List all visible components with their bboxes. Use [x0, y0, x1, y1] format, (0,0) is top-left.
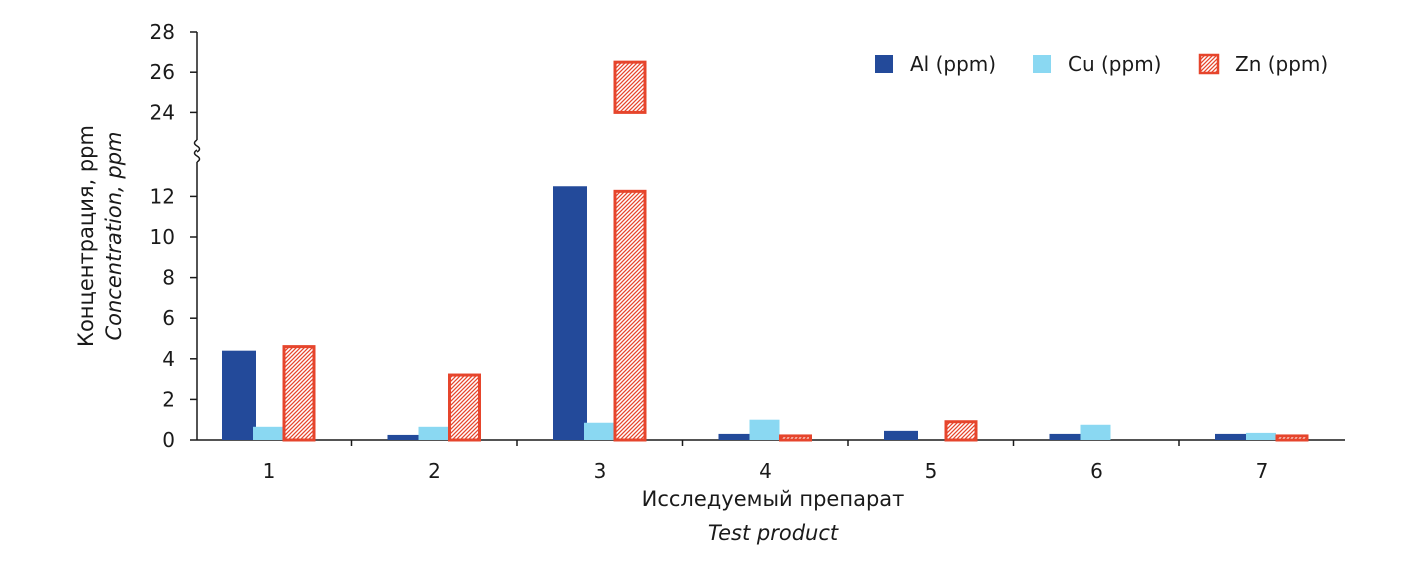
legend-swatch	[1198, 53, 1220, 75]
bar-al	[553, 186, 587, 440]
y-tick-label: 8	[162, 266, 175, 290]
bar-zn	[448, 373, 481, 442]
bar-cu	[1080, 424, 1111, 440]
axis-break-marker	[193, 149, 201, 163]
axis-break-marker	[193, 139, 201, 153]
y-tick-label: 0	[162, 428, 175, 452]
y-tick-label: 26	[150, 60, 175, 84]
x-tick-label: 6	[1090, 459, 1103, 483]
legend-swatch	[875, 55, 893, 73]
bar-cu	[584, 422, 614, 440]
bar-al	[718, 433, 753, 440]
y-tick-label: 10	[150, 225, 175, 249]
bar-cu	[749, 419, 780, 440]
bar-zn	[944, 420, 978, 442]
y-tick-label: 6	[162, 306, 175, 330]
bar-zn-upper	[613, 60, 647, 114]
legend-label: Cu (ppm)	[1068, 52, 1161, 76]
y-axis-title: Концентрация, ppm	[74, 125, 98, 347]
legend: Al (ppm) Cu (ppm) Zn (ppm)	[875, 52, 1328, 76]
x-tick-label: 1	[263, 459, 276, 483]
bar-cu	[253, 426, 283, 440]
bar-zn	[779, 434, 812, 442]
legend-swatch	[1033, 55, 1051, 73]
bar-cu	[418, 426, 449, 440]
x-tick-label: 2	[428, 459, 441, 483]
bars	[222, 60, 1309, 442]
x-tick-label: 7	[1256, 459, 1269, 483]
y-tick-label: 4	[162, 347, 175, 371]
y-tick-label: 2	[162, 387, 175, 411]
x-ticks: 1 2 3 4 5 6 7	[263, 440, 1269, 483]
bar-al	[884, 430, 918, 440]
x-axis-title: Исследуемый препарат	[642, 487, 905, 511]
legend-label: Al (ppm)	[910, 52, 996, 76]
bar-zn	[282, 345, 316, 442]
bar-al	[1215, 433, 1249, 440]
bar-al	[387, 434, 422, 440]
x-axis-title-en: Test product	[708, 521, 839, 545]
bar-cu	[1246, 432, 1276, 440]
y-axis-title-en: Concentration, ppm	[102, 131, 126, 340]
bar-zn	[613, 189, 647, 442]
x-tick-label: 4	[759, 459, 772, 483]
x-tick-label: 3	[594, 459, 607, 483]
legend-label: Zn (ppm)	[1235, 52, 1328, 76]
bar-zn	[1275, 434, 1309, 442]
y-tick-label: 12	[150, 184, 175, 208]
y-tick-label: 24	[150, 100, 175, 124]
x-tick-label: 5	[925, 459, 938, 483]
bar-al	[1049, 433, 1084, 440]
bar-al	[222, 350, 256, 440]
y-tick-label: 28	[150, 20, 175, 44]
